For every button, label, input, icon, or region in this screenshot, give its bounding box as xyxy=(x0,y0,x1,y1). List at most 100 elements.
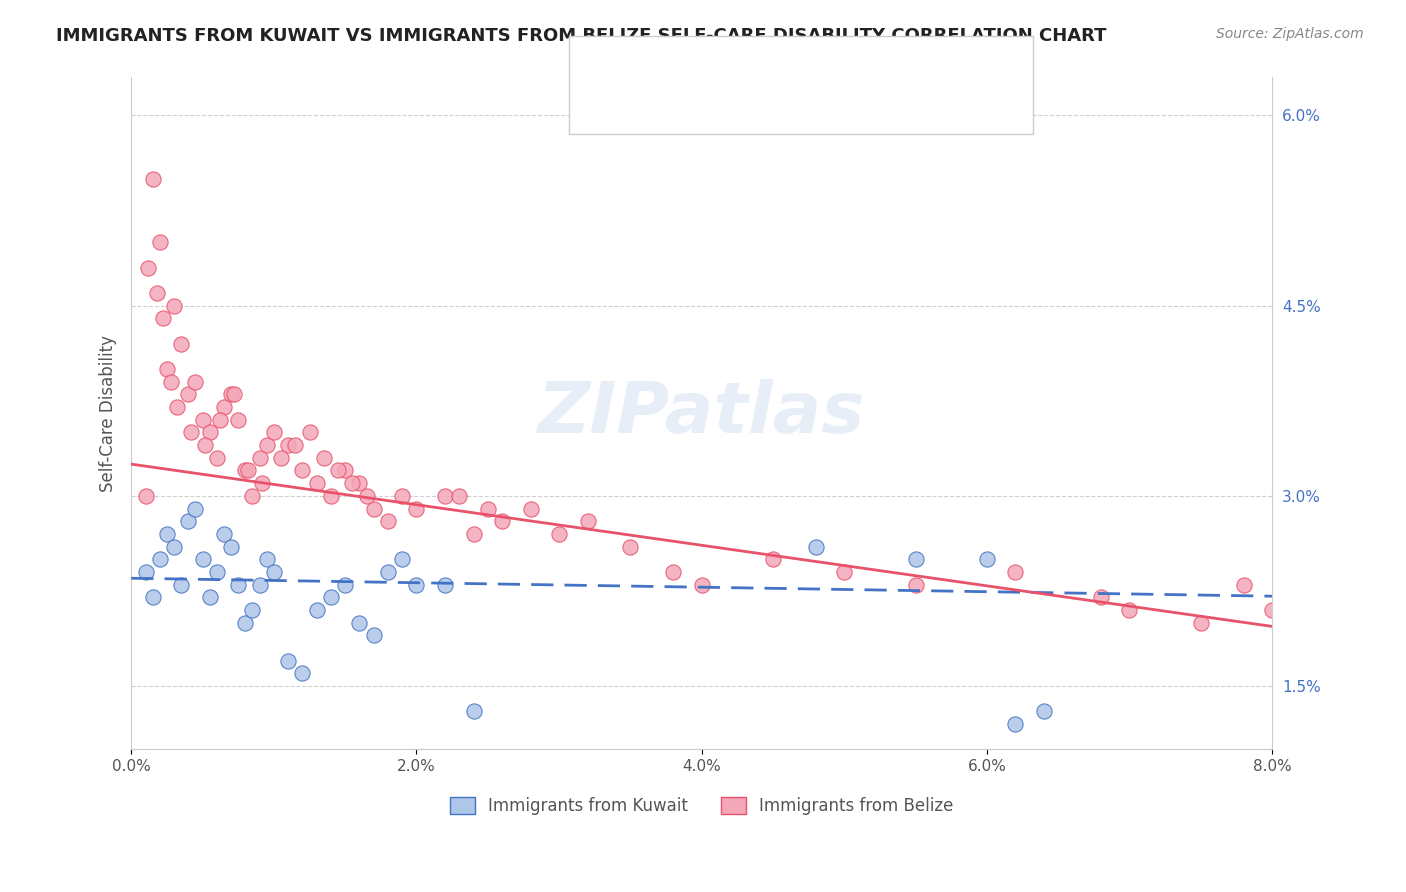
Point xyxy=(333,577,356,591)
Point xyxy=(226,413,249,427)
Point xyxy=(219,387,242,401)
Point xyxy=(298,425,321,440)
Point xyxy=(904,552,927,566)
Point xyxy=(1118,603,1140,617)
Point xyxy=(242,603,264,617)
Point xyxy=(305,476,328,491)
Point xyxy=(222,387,245,401)
Point xyxy=(208,413,231,427)
Point xyxy=(619,540,641,554)
Point xyxy=(146,285,169,300)
Point xyxy=(166,400,188,414)
Point xyxy=(291,666,314,681)
Point xyxy=(163,299,186,313)
Point xyxy=(277,438,299,452)
Text: R = -0.228   N = 67: R = -0.228 N = 67 xyxy=(605,85,768,103)
Point xyxy=(219,540,242,554)
Point xyxy=(491,514,513,528)
Point xyxy=(1261,603,1284,617)
Point xyxy=(163,540,186,554)
Point xyxy=(1032,704,1054,718)
Point xyxy=(177,514,200,528)
Point xyxy=(662,565,685,579)
Point xyxy=(138,260,160,275)
Point xyxy=(312,450,335,465)
Point xyxy=(184,501,207,516)
Point xyxy=(1232,577,1254,591)
Point xyxy=(156,526,179,541)
Point xyxy=(1004,717,1026,731)
Point xyxy=(333,463,356,477)
Point xyxy=(263,565,285,579)
Point xyxy=(270,450,292,465)
Point xyxy=(134,489,156,503)
Point xyxy=(226,577,249,591)
Point xyxy=(170,577,193,591)
Y-axis label: Self-Care Disability: Self-Care Disability xyxy=(100,334,117,491)
Point xyxy=(1189,615,1212,630)
Point xyxy=(156,362,179,376)
Point xyxy=(198,425,221,440)
Text: R = -0.059   N = 36: R = -0.059 N = 36 xyxy=(605,49,768,67)
Point xyxy=(212,400,235,414)
Point xyxy=(904,577,927,591)
Point xyxy=(305,603,328,617)
Point xyxy=(349,615,371,630)
Point xyxy=(160,375,183,389)
Point xyxy=(149,552,172,566)
Point xyxy=(356,489,378,503)
Point xyxy=(433,577,456,591)
Point xyxy=(256,438,278,452)
Point xyxy=(449,489,471,503)
Point xyxy=(249,577,271,591)
Point xyxy=(804,540,827,554)
Point xyxy=(252,476,274,491)
Point xyxy=(576,514,599,528)
Text: ZIPatlas: ZIPatlas xyxy=(538,379,865,448)
Point xyxy=(548,526,571,541)
Point xyxy=(405,501,427,516)
Point xyxy=(194,438,217,452)
Point xyxy=(762,552,785,566)
Point xyxy=(233,615,256,630)
Point xyxy=(263,425,285,440)
Point xyxy=(519,501,541,516)
Point xyxy=(342,476,364,491)
Point xyxy=(477,501,499,516)
Legend: Immigrants from Kuwait, Immigrants from Belize: Immigrants from Kuwait, Immigrants from … xyxy=(443,790,960,822)
Point xyxy=(205,450,228,465)
Point xyxy=(391,552,413,566)
Point xyxy=(149,235,172,250)
Point xyxy=(363,501,385,516)
Point xyxy=(191,413,214,427)
Point xyxy=(142,591,165,605)
Point xyxy=(238,463,260,477)
Text: Source: ZipAtlas.com: Source: ZipAtlas.com xyxy=(1216,27,1364,41)
Point xyxy=(319,591,342,605)
Point xyxy=(976,552,998,566)
Point xyxy=(277,654,299,668)
Point xyxy=(191,552,214,566)
Text: IMMIGRANTS FROM KUWAIT VS IMMIGRANTS FROM BELIZE SELF-CARE DISABILITY CORRELATIO: IMMIGRANTS FROM KUWAIT VS IMMIGRANTS FRO… xyxy=(56,27,1107,45)
Point xyxy=(233,463,256,477)
Point xyxy=(463,704,485,718)
Point xyxy=(291,463,314,477)
Point xyxy=(180,425,202,440)
Point xyxy=(405,577,427,591)
Point xyxy=(242,489,264,503)
Point xyxy=(142,172,165,186)
Point xyxy=(284,438,307,452)
Point xyxy=(832,565,855,579)
Point xyxy=(319,489,342,503)
Point xyxy=(170,336,193,351)
Point xyxy=(349,476,371,491)
Point xyxy=(363,628,385,642)
Point xyxy=(377,514,399,528)
Point xyxy=(690,577,713,591)
Point xyxy=(184,375,207,389)
Point xyxy=(463,526,485,541)
Point xyxy=(249,450,271,465)
Point xyxy=(256,552,278,566)
Point xyxy=(134,565,156,579)
Point xyxy=(205,565,228,579)
